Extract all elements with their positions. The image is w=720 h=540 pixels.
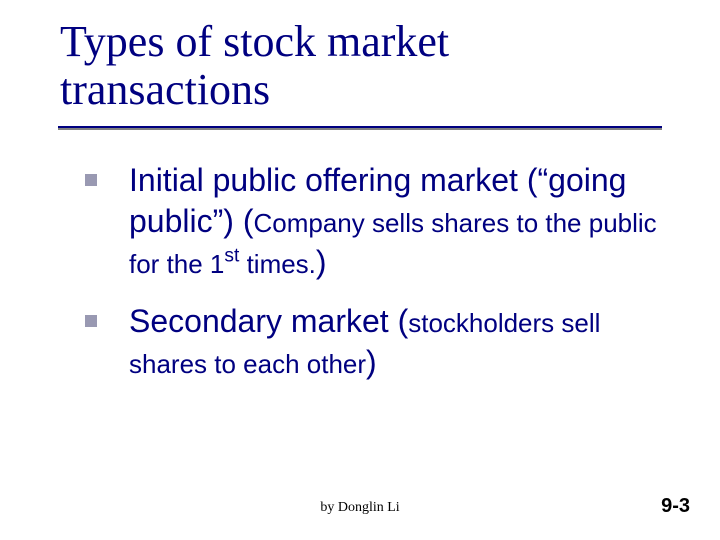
footer-author: by Donglin Li — [0, 500, 720, 516]
slide-title: Types of stock market transactions — [60, 18, 660, 115]
bullet-2-close: ) — [366, 344, 377, 380]
bullet-1-paren-b: times. — [239, 249, 316, 279]
bullet-2-main: Secondary market ( — [129, 303, 408, 339]
slide-number: 9-3 — [661, 495, 690, 518]
slide-body: Initial public offering market (“going p… — [85, 160, 660, 401]
square-bullet-icon — [85, 315, 97, 327]
title-underline — [58, 126, 662, 128]
bullet-1-sup: st — [224, 245, 239, 266]
bullet-item-1: Initial public offering market (“going p… — [85, 160, 660, 283]
square-bullet-icon — [85, 174, 97, 186]
bullet-1-close: ) — [316, 244, 327, 280]
bullet-item-2: Secondary market (stockholders sell shar… — [85, 301, 660, 383]
slide: Types of stock market transactions Initi… — [0, 0, 720, 540]
